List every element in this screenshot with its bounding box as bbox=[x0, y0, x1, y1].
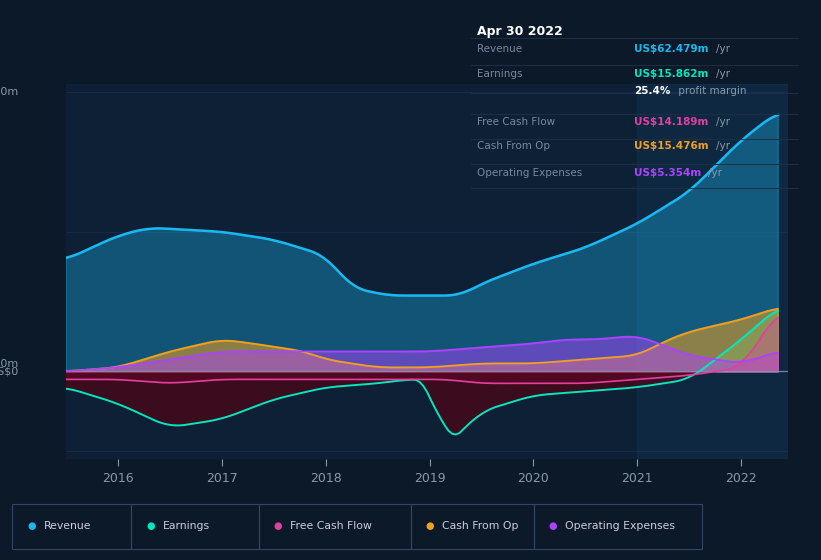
Text: 25.4%: 25.4% bbox=[635, 86, 671, 96]
Text: Cash From Op: Cash From Op bbox=[442, 521, 518, 531]
Text: Earnings: Earnings bbox=[163, 521, 209, 531]
Text: ●: ● bbox=[548, 521, 557, 531]
Text: /yr: /yr bbox=[716, 69, 730, 79]
Text: Operating Expenses: Operating Expenses bbox=[478, 168, 583, 178]
Text: profit margin: profit margin bbox=[675, 86, 746, 96]
Text: US$15.476m: US$15.476m bbox=[635, 141, 709, 151]
Text: US$14.189m: US$14.189m bbox=[635, 116, 709, 127]
Text: /yr: /yr bbox=[716, 116, 730, 127]
Text: /yr: /yr bbox=[716, 141, 730, 151]
Text: /yr: /yr bbox=[716, 44, 730, 54]
Text: ●: ● bbox=[425, 521, 433, 531]
Text: -US$20m: -US$20m bbox=[0, 358, 19, 368]
Text: ●: ● bbox=[146, 521, 154, 531]
Text: Revenue: Revenue bbox=[44, 521, 91, 531]
Text: US$0: US$0 bbox=[0, 366, 19, 376]
Text: Earnings: Earnings bbox=[478, 69, 523, 79]
Text: /yr: /yr bbox=[708, 168, 722, 178]
Text: US$5.354m: US$5.354m bbox=[635, 168, 701, 178]
Bar bbox=[637, 84, 793, 459]
Text: Apr 30 2022: Apr 30 2022 bbox=[478, 25, 563, 38]
Text: Cash From Op: Cash From Op bbox=[478, 141, 551, 151]
Text: Revenue: Revenue bbox=[478, 44, 523, 54]
Text: US$15.862m: US$15.862m bbox=[635, 69, 709, 79]
Text: ●: ● bbox=[27, 521, 35, 531]
Text: ●: ● bbox=[273, 521, 282, 531]
Text: Operating Expenses: Operating Expenses bbox=[565, 521, 675, 531]
Text: US$70m: US$70m bbox=[0, 87, 19, 97]
Text: US$62.479m: US$62.479m bbox=[635, 44, 709, 54]
Text: Free Cash Flow: Free Cash Flow bbox=[290, 521, 372, 531]
Text: Free Cash Flow: Free Cash Flow bbox=[478, 116, 556, 127]
